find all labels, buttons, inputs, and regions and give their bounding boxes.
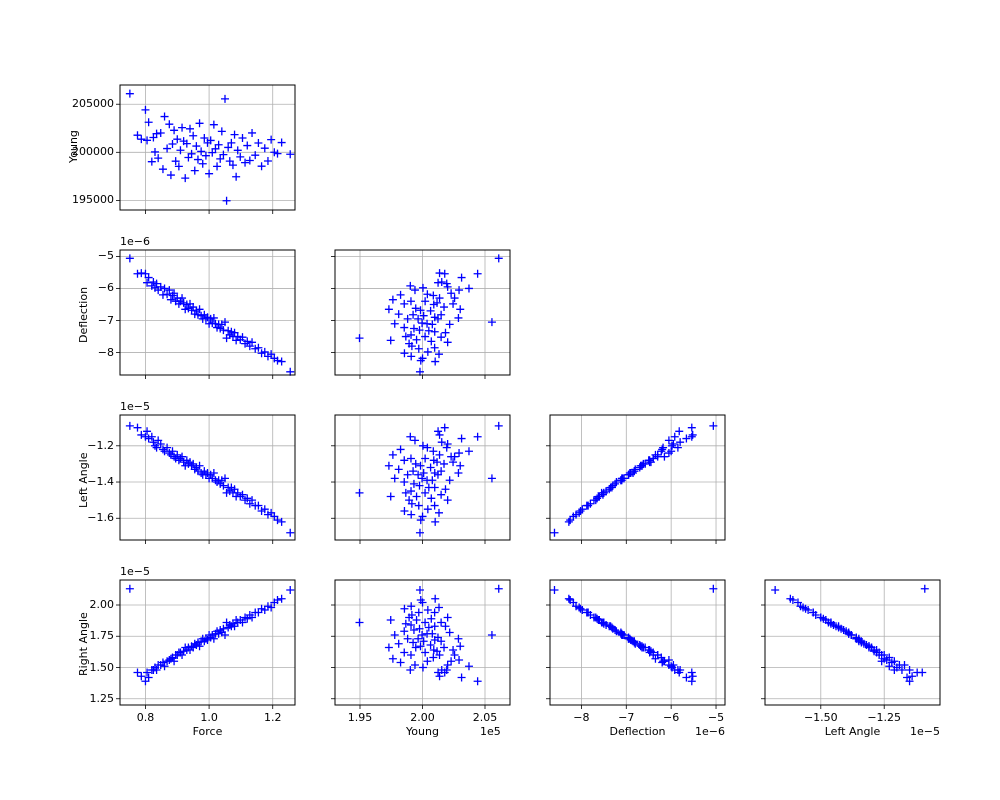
ytick-label: −8 xyxy=(98,346,114,359)
yaxis-exponent: 1e−5 xyxy=(120,565,150,578)
xtick-label: 0.8 xyxy=(125,711,165,724)
scatter-plot xyxy=(335,250,510,375)
yaxis-exponent: 1e−6 xyxy=(120,235,150,248)
xaxis-label: Force xyxy=(120,725,295,738)
ytick-label: 1.50 xyxy=(90,661,115,674)
scatter-plot xyxy=(335,580,510,705)
yaxis-label: Deflection xyxy=(77,286,90,342)
xtick-label: −1.50 xyxy=(801,711,841,724)
panel-LeftAngle-vs-Young xyxy=(335,415,510,540)
ytick-label: 205000 xyxy=(72,97,114,110)
panel-Deflection-vs-Force xyxy=(120,250,295,375)
scatter-plot xyxy=(550,580,725,705)
ytick-label: −1.2 xyxy=(87,439,114,452)
scatter-plot xyxy=(120,580,295,705)
ytick-label: 2.00 xyxy=(90,598,115,611)
panel-Deflection-vs-Young xyxy=(335,250,510,375)
yaxis-label: Young xyxy=(67,130,80,163)
xtick-label: 1.2 xyxy=(253,711,293,724)
scatter-plot xyxy=(120,415,295,540)
yaxis-label: Left Angle xyxy=(77,452,90,508)
panel-LeftAngle-vs-Force xyxy=(120,415,295,540)
xtick-label: 2.00 xyxy=(403,711,443,724)
panel-LeftAngle-vs-Deflection xyxy=(550,415,725,540)
panel-Young-vs-Force xyxy=(120,85,295,210)
xtick-label: −7 xyxy=(606,711,646,724)
ytick-label: 1.25 xyxy=(90,692,115,705)
scatter-plot xyxy=(335,415,510,540)
xtick-label: 2.05 xyxy=(465,711,505,724)
xaxis-exponent: 1e−5 xyxy=(910,725,940,738)
xaxis-exponent: 1e−6 xyxy=(695,725,725,738)
ytick-label: 195000 xyxy=(72,193,114,206)
scatter-plot xyxy=(120,85,295,210)
xtick-label: −5 xyxy=(696,711,736,724)
panel-RightAngle-vs-Force xyxy=(120,580,295,705)
xtick-label: −8 xyxy=(561,711,601,724)
ytick-label: −5 xyxy=(98,249,114,262)
xtick-label: −1.25 xyxy=(864,711,904,724)
ytick-label: −1.4 xyxy=(87,475,114,488)
ytick-label: −6 xyxy=(98,281,114,294)
yaxis-exponent: 1e−5 xyxy=(120,400,150,413)
scatter-matrix-figure: 195000200000205000Young−8−7−6−5Deflectio… xyxy=(0,0,1000,800)
xtick-label: 1.0 xyxy=(189,711,229,724)
xtick-label: 1.95 xyxy=(340,711,380,724)
ytick-label: 1.75 xyxy=(90,629,115,642)
panel-RightAngle-vs-Young xyxy=(335,580,510,705)
xaxis-exponent: 1e5 xyxy=(480,725,501,738)
yaxis-label: Right Angle xyxy=(77,612,90,676)
xtick-label: −6 xyxy=(651,711,691,724)
ytick-label: −7 xyxy=(98,314,114,327)
panel-RightAngle-vs-LeftAngle xyxy=(765,580,940,705)
panel-RightAngle-vs-Deflection xyxy=(550,580,725,705)
ytick-label: −1.6 xyxy=(87,511,114,524)
scatter-plot xyxy=(550,415,725,540)
scatter-plot xyxy=(120,250,295,375)
scatter-plot xyxy=(765,580,940,705)
